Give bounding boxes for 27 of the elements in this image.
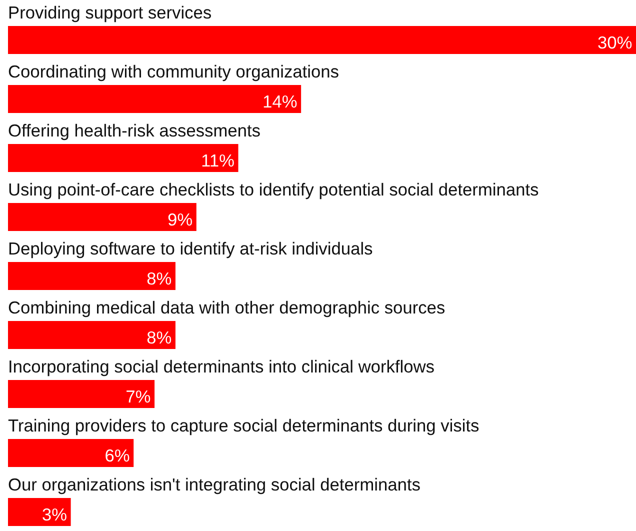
y-tick-label: Using point-of-care checklists to identify potential social determinants xyxy=(9,182,538,200)
data-label: 8% xyxy=(147,331,172,344)
data-label: 8% xyxy=(147,272,172,285)
bar xyxy=(8,144,238,172)
bar xyxy=(8,380,155,408)
bar xyxy=(8,262,176,290)
data-label: 30% xyxy=(598,36,632,49)
y-tick-label: Offering health-risk assessments xyxy=(8,124,260,140)
bar xyxy=(8,439,134,467)
bar xyxy=(8,321,176,349)
bar xyxy=(8,203,196,231)
y-tick-label: Training providers to capture social determinants during visits xyxy=(8,418,479,436)
y-tick-label: Coordinating with community organizations xyxy=(8,64,338,82)
y-tick-label: Our organizations isn't integrating social determinants xyxy=(8,478,420,494)
bar xyxy=(8,498,71,526)
y-tick-label: Combining medical data with other demographic sources xyxy=(8,300,445,318)
data-label: 11% xyxy=(202,154,234,167)
data-label: 3% xyxy=(42,508,66,521)
y-tick-label: Deploying software to identify at-risk individuals xyxy=(9,242,372,258)
y-tick-label: Providing support services xyxy=(9,6,211,22)
data-label: 14% xyxy=(264,95,297,108)
data-label: 9% xyxy=(168,213,192,226)
y-tick-label: Incorporating social determinants into clinical workflows xyxy=(10,360,434,376)
bar xyxy=(8,85,302,113)
data-label: 7% xyxy=(126,390,150,403)
bar xyxy=(8,26,636,54)
data-label: 6% xyxy=(106,449,130,462)
